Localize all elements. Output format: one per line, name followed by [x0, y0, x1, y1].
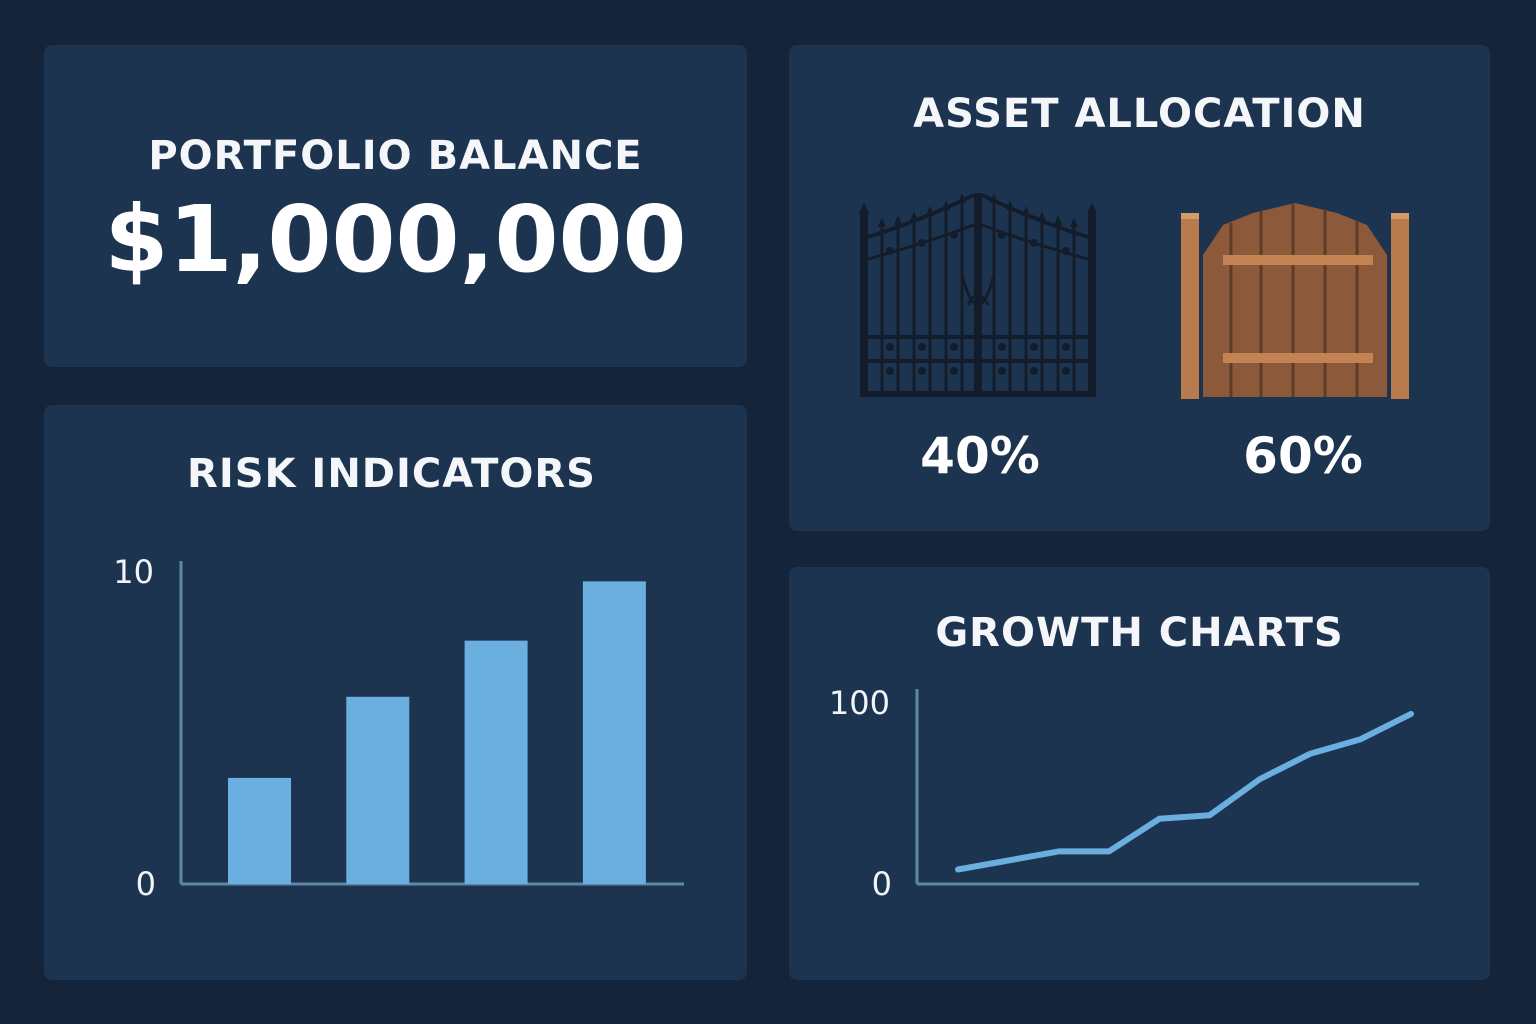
iron-gate-icon	[859, 193, 1097, 397]
growth-series-line	[955, 710, 1414, 873]
portfolio-balance-amount: $1,000,000	[104, 186, 687, 293]
bar-2	[346, 696, 410, 884]
wooden-gate-icon	[1181, 203, 1409, 399]
bar-3	[464, 640, 528, 884]
asset-allocation-card: ASSET ALLOCATION	[789, 45, 1490, 531]
growth-charts-title: GROWTH CHARTS	[935, 610, 1344, 656]
y-tick-label: 0	[872, 865, 892, 903]
wooden-gate-percent: 60%	[1243, 427, 1363, 485]
portfolio-balance-card: PORTFOLIO BALANCE $1,000,000	[44, 45, 747, 367]
y-tick-label: 100	[829, 684, 890, 722]
iron-gate-percent: 40%	[920, 427, 1040, 485]
risk-bar-chart: 0 10	[113, 553, 684, 903]
portfolio-balance-title: PORTFOLIO BALANCE	[148, 133, 643, 179]
risk-indicators-title: RISK INDICATORS	[187, 451, 596, 497]
bar-4	[582, 581, 646, 884]
bar-1	[228, 777, 291, 884]
growth-charts-card: GROWTH CHARTS 0 100	[789, 567, 1490, 980]
growth-line-chart: 0 100	[829, 684, 1419, 903]
asset-allocation-title: ASSET ALLOCATION	[913, 91, 1366, 137]
risk-indicators-card: RISK INDICATORS 0 10	[44, 405, 747, 980]
allocation-item-iron-gate: 40%	[850, 185, 1110, 485]
y-tick-label: 0	[136, 865, 156, 903]
y-tick-label: 10	[113, 553, 154, 591]
allocation-item-wooden-gate: 60%	[1173, 185, 1433, 485]
